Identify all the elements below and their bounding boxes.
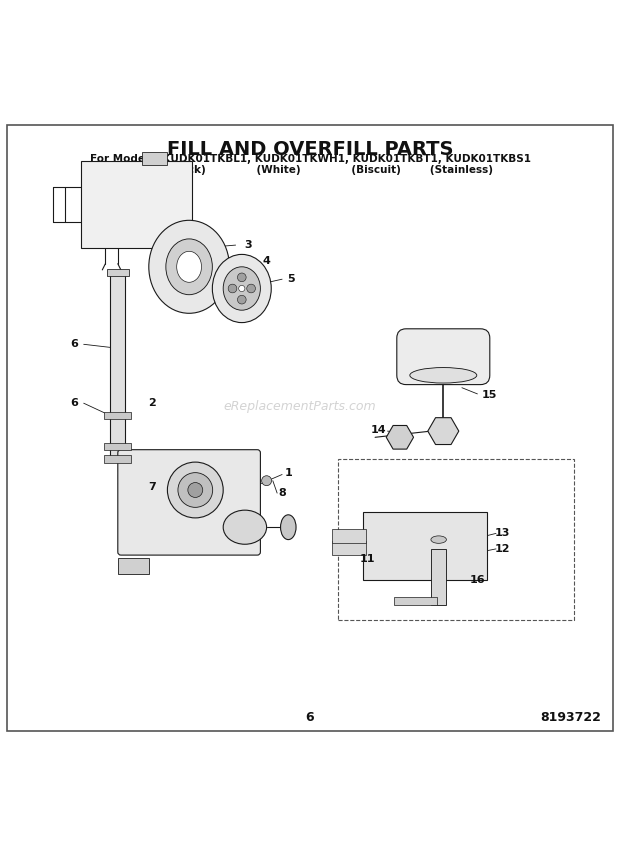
Text: 16: 16	[469, 575, 485, 585]
Text: 6: 6	[71, 339, 78, 349]
Bar	[394, 597, 437, 604]
Circle shape	[237, 273, 246, 282]
Text: 6: 6	[71, 398, 78, 408]
Text: 13: 13	[495, 528, 510, 538]
Bar	[431, 549, 446, 604]
FancyBboxPatch shape	[397, 329, 490, 384]
Text: 8193722: 8193722	[541, 711, 601, 724]
Polygon shape	[142, 152, 167, 164]
Ellipse shape	[431, 536, 446, 544]
Text: For Models: KUDK01TKBL1, KUDK01TKWH1, KUDK01TKBT1, KUDK01TKBS1: For Models: KUDK01TKBL1, KUDK01TKWH1, KU…	[89, 154, 531, 164]
Bar	[110, 273, 125, 459]
Text: 4: 4	[263, 256, 270, 265]
Bar	[107, 269, 129, 276]
Ellipse shape	[149, 220, 229, 313]
Text: 12: 12	[495, 544, 510, 554]
Circle shape	[188, 483, 203, 497]
Text: 2: 2	[148, 398, 156, 408]
Ellipse shape	[223, 510, 267, 544]
Ellipse shape	[166, 239, 212, 294]
FancyBboxPatch shape	[118, 449, 260, 555]
Bar	[104, 412, 131, 419]
Text: 1: 1	[285, 467, 292, 478]
Circle shape	[167, 462, 223, 518]
Bar	[332, 542, 366, 555]
Bar	[104, 455, 131, 463]
Ellipse shape	[280, 514, 296, 539]
Text: FILL AND OVERFILL PARTS: FILL AND OVERFILL PARTS	[167, 140, 453, 158]
Ellipse shape	[223, 267, 260, 310]
Text: 8: 8	[278, 488, 286, 498]
Bar	[338, 459, 574, 621]
Circle shape	[262, 476, 272, 485]
Polygon shape	[386, 425, 414, 449]
Bar	[332, 529, 366, 543]
Text: 7: 7	[148, 482, 156, 492]
Text: (Black)              (White)              (Biscuit)        (Stainless): (Black) (White) (Biscuit) (Stainless)	[128, 165, 492, 175]
Bar	[363, 512, 487, 580]
Text: 6: 6	[306, 711, 314, 724]
Ellipse shape	[177, 252, 202, 282]
Polygon shape	[428, 418, 459, 444]
Text: 14: 14	[370, 425, 386, 436]
Text: eReplacementParts.com: eReplacementParts.com	[223, 400, 376, 413]
Circle shape	[239, 285, 245, 292]
Ellipse shape	[212, 254, 272, 323]
Circle shape	[178, 473, 213, 508]
Text: 15: 15	[482, 390, 497, 400]
Text: 5: 5	[288, 274, 295, 284]
Bar	[118, 558, 149, 574]
Bar	[104, 443, 131, 450]
Polygon shape	[81, 162, 192, 248]
Circle shape	[247, 284, 255, 293]
Ellipse shape	[410, 367, 477, 383]
Text: 11: 11	[359, 555, 374, 564]
Text: 3: 3	[244, 240, 252, 250]
Circle shape	[237, 295, 246, 304]
Circle shape	[228, 284, 237, 293]
